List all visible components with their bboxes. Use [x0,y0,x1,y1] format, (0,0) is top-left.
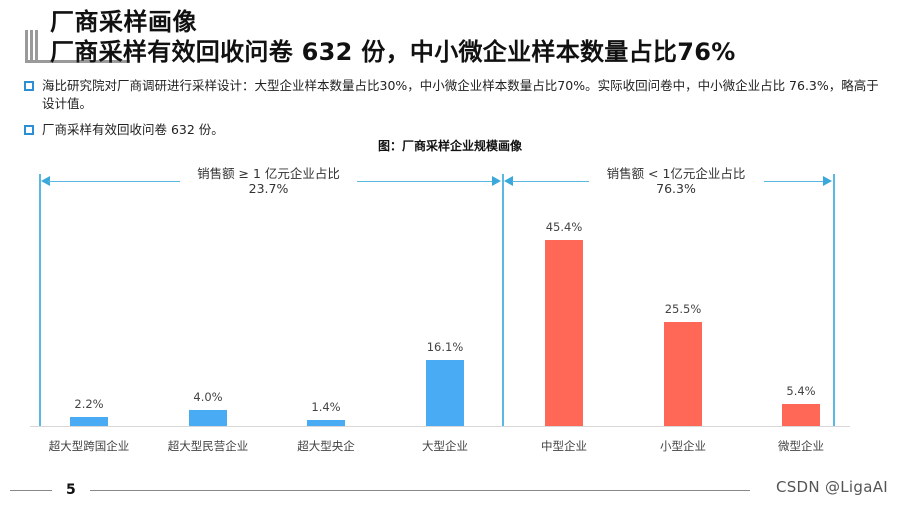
page-subtitle: 厂商采样有效回收问卷 632 份，中小微企业样本数量占比76% [50,38,736,66]
bar [426,360,464,426]
chart-title: 图：厂商采样企业规模画像 [377,139,522,153]
bar-value-label: 2.2% [74,397,104,411]
bar [189,410,227,426]
arrow-left-icon [504,176,513,186]
group-annotation-value: 23.7% [248,181,289,196]
watermark: CSDN @LigaAI [775,478,888,496]
bar [70,417,108,426]
x-axis-category-label: 超大型央企 [297,439,355,453]
group-annotation-label: 销售额 < 1亿元企业占比 [606,166,746,181]
bullet-list: 海比研究院对厂商调研进行采样设计：大型企业样本数量占比30%，中小微企业样本数量… [22,77,882,147]
x-axis-category-label: 大型企业 [422,439,468,453]
bar-value-label: 4.0% [193,390,223,404]
bracket-line [48,180,180,182]
arrow-left-icon [41,176,50,186]
page-number: 5 [66,482,76,498]
group-annotation-value: 76.3% [656,181,696,196]
arrow-right-icon [492,176,501,186]
x-axis-category-label: 中型企业 [541,439,587,453]
title-decoration [25,26,130,64]
arrow-right-icon [823,176,832,186]
bracket-line [512,180,589,182]
hollow-square-bullet-icon [24,125,34,135]
x-axis-category-label: 超大型民营企业 [167,439,249,453]
bracket-line [357,180,493,182]
footer-divider [10,490,52,491]
group-annotation-label: 销售额 ≥ 1 亿元企业占比 [197,166,340,181]
bar [307,420,345,426]
bracket-left-edge [39,174,41,426]
footer-divider [90,490,750,491]
x-axis-category-label: 小型企业 [660,439,706,453]
x-axis-category-label: 超大型跨国企业 [48,439,130,453]
bracket-divider [502,174,504,426]
bullet-text: 厂商采样有效回收问卷 632 份。 [42,122,224,137]
hollow-square-bullet-icon [24,81,34,91]
page-title: 厂商采样画像 [50,8,197,36]
bar-value-label: 16.1% [426,340,464,354]
group-annotation-small: 销售额 < 1亿元企业占比 76.3% [590,166,762,196]
bar-value-label: 5.4% [786,384,816,398]
bracket-line [764,180,824,182]
bullet-item: 海比研究院对厂商调研进行采样设计：大型企业样本数量占比30%，中小微企业样本数量… [22,77,882,113]
bar-value-label: 45.4% [545,220,583,234]
bracket-right-edge [833,174,835,426]
group-annotation-large: 销售额 ≥ 1 亿元企业占比 23.7% [180,166,357,196]
bar-value-label: 25.5% [664,302,702,316]
bullet-text: 海比研究院对厂商调研进行采样设计：大型企业样本数量占比30%，中小微企业样本数量… [42,78,879,111]
x-axis-baseline [30,426,850,427]
bar-value-label: 1.4% [311,400,341,414]
x-axis-category-label: 微型企业 [778,439,824,453]
bar [545,240,583,426]
bar [664,322,702,426]
bullet-item: 厂商采样有效回收问卷 632 份。 [22,121,882,139]
bar [782,404,820,426]
